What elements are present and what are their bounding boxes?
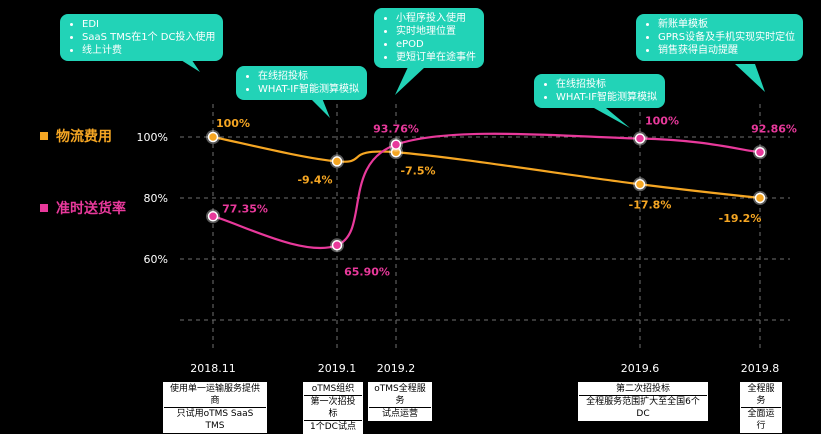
data-point (754, 147, 766, 158)
x-tick-label: 2019.2 (377, 362, 416, 375)
description-line: 试点运营 (381, 409, 418, 419)
legend-item-on-time-rate: 准时送货率 (40, 198, 126, 218)
description-line: 第二次招投标 (579, 383, 707, 396)
data-label: 100% (645, 115, 679, 128)
legend-swatch-pink (40, 204, 48, 212)
x-tick-label: 2019.1 (318, 362, 357, 375)
x-tick-label: 2019.8 (741, 362, 780, 375)
callout-item: SaaS TMS在1个 DC投入使用 (82, 31, 215, 44)
callout-item: 销售获得自动提醒 (658, 44, 795, 57)
callout-box: 小程序投入使用 实时地理位置 ePOD 更短订单在途事件 (374, 8, 484, 68)
description-line: 全程服务 (741, 383, 781, 408)
data-point (331, 156, 343, 167)
data-point (634, 179, 646, 190)
series-line-on-time-rate (212, 132, 761, 250)
description-line: 全程服务范围扩大至全国6个DC (586, 397, 700, 419)
milestone-description: 使用单一运输服务提供商 只试用oTMS SaaS TMS (163, 382, 267, 433)
description-line: oTMS组织 (304, 383, 362, 396)
data-label: 100% (216, 117, 250, 130)
data-label: -9.4% (297, 173, 332, 186)
y-tick-label: 60% (144, 253, 168, 266)
callout-item: 更短订单在途事件 (396, 51, 476, 64)
callout-box: 在线招投标 WHAT-IF智能测算模拟 (534, 74, 665, 108)
description-line: oTMS全程服务 (369, 383, 431, 408)
data-point (207, 211, 219, 222)
milestone-description: oTMS组织 第一次招投标 1个DC试点 (303, 382, 363, 434)
callout-item: EDI (82, 18, 215, 31)
callout-item: 在线招投标 (258, 70, 359, 83)
callout-box: 新账单模板 GPRS设备及手机实现实时定位 销售获得自动提醒 (636, 14, 804, 61)
x-tick-label: 2018.11 (190, 362, 236, 375)
data-point (754, 192, 766, 204)
data-label: -17.8% (629, 198, 672, 211)
description-line: 只试用oTMS SaaS TMS (176, 409, 254, 431)
callout-item: 线上计费 (82, 44, 215, 57)
milestone-description: 第二次招投标 全程服务范围扩大至全国6个DC (578, 382, 708, 421)
y-tick-label: 100% (137, 131, 168, 144)
description-line: 第一次招投标 (304, 396, 362, 421)
callout-item: 新账单模板 (658, 18, 795, 31)
description-line: 全面运行 (747, 409, 775, 431)
x-tick-label: 2019.6 (621, 362, 660, 375)
legend-swatch-orange (40, 132, 48, 140)
callout-item: WHAT-IF智能测算模拟 (258, 83, 359, 96)
callout-item: GPRS设备及手机实现实时定位 (658, 31, 795, 44)
legend-item-logistics-cost: 物流费用 (40, 126, 112, 146)
data-label: -19.2% (719, 212, 762, 225)
callout-item: ePOD (396, 38, 476, 51)
callout-item: 小程序投入使用 (396, 12, 476, 25)
callout-box: 在线招投标 WHAT-IF智能测算模拟 (236, 66, 367, 100)
milestone-description: oTMS全程服务 试点运营 (368, 382, 432, 421)
data-point (634, 133, 646, 144)
data-label: 93.76% (373, 123, 419, 136)
callout-box: EDI SaaS TMS在1个 DC投入使用 线上计费 (60, 14, 224, 61)
data-label: -7.5% (400, 164, 435, 177)
legend-label: 物流费用 (56, 129, 112, 145)
callout-item: 在线招投标 (556, 78, 657, 91)
data-point (207, 131, 219, 143)
description-line: 1个DC试点 (310, 422, 356, 432)
description-line: 使用单一运输服务提供商 (164, 383, 266, 408)
callout-item: WHAT-IF智能测算模拟 (556, 91, 657, 104)
callout-item: 实时地理位置 (396, 25, 476, 38)
milestone-description: 全程服务 全面运行 (740, 382, 782, 433)
data-label: 65.90% (344, 265, 390, 278)
data-point (390, 139, 402, 150)
series-line-logistics-cost (212, 135, 761, 200)
data-point (331, 240, 343, 251)
data-label: 77.35% (222, 202, 268, 215)
callout-tail (395, 67, 425, 95)
data-label: 92.86% (751, 122, 797, 135)
legend-label: 准时送货率 (56, 201, 126, 217)
callout-tail (735, 64, 765, 92)
callout-tail (585, 103, 630, 128)
y-tick-label: 80% (144, 192, 168, 205)
